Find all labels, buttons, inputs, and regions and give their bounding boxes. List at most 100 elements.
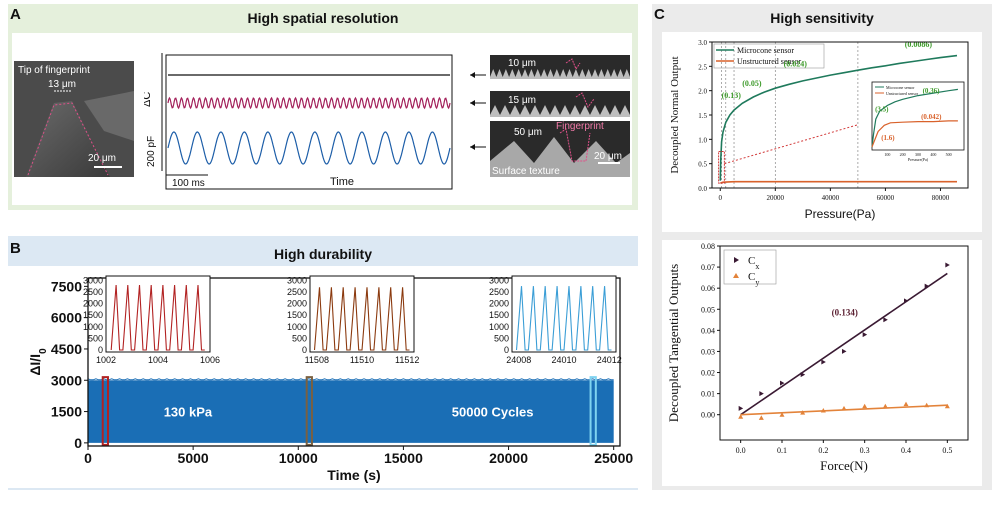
- micrograph-texture: [84, 91, 134, 141]
- tangential-output-point-cy: [882, 403, 888, 409]
- tangential-output-legend-marker: [733, 273, 739, 278]
- tangential-output-legend-box: [723, 249, 777, 285]
- tangential-output-legend-subscript: x: [755, 262, 759, 271]
- tangential-output-legend-subscript: y: [755, 278, 759, 287]
- normal-output-y-tick-label: 1.5: [698, 112, 707, 120]
- inset-texture-15um: 15 μm: [490, 91, 630, 117]
- tangential-output-point-cx: [883, 317, 888, 323]
- normal-output-inset-x-tick-label: 200: [900, 152, 906, 157]
- tangential-output-frame: [719, 245, 969, 441]
- normal-output-series-2: [720, 180, 957, 184]
- durability-x-tick-label: 0: [84, 450, 92, 466]
- normal-output-x-tick-label: 80000: [932, 194, 950, 202]
- normal-output-inset-slope-label: (0.042): [921, 113, 942, 121]
- durability-inset-y-tick-label: 2000: [83, 299, 103, 309]
- durability-x-tick-label: 25000: [594, 450, 633, 466]
- durability-inset-trace: [313, 287, 410, 351]
- normal-output-x-tick-label: 40000: [822, 194, 840, 202]
- durability-inset-y-tick-label: 2000: [489, 299, 509, 309]
- tangential-output-legend-marker: [734, 257, 739, 263]
- inset-fingerprint-label: Fingerprint: [556, 121, 604, 132]
- durability-inset-y-tick-label: 1500: [83, 310, 103, 320]
- tangential-output-legend-label: Cx: [748, 255, 759, 271]
- inset-texture-10um: 10 μm: [490, 55, 630, 79]
- normal-output-chart: Microcone sensor Unstructured sensor (0.13…: [662, 32, 982, 232]
- arrow-icon: [470, 144, 486, 150]
- durability-inset-y-tick-label: 3000: [83, 275, 103, 285]
- tangential-output-point-cy: [820, 407, 826, 413]
- tangential-output-y-tick-label: 0.02: [701, 369, 715, 378]
- tangential-output-y-tick-label: 0.04: [701, 326, 715, 335]
- durability-x-tick-label: 15000: [384, 450, 423, 466]
- normal-output-legend-label: Unstructured sensor: [737, 57, 802, 66]
- normal-output-inset-series-1: [871, 88, 958, 147]
- normal-output-legend-box: [713, 43, 825, 69]
- durability-y-tick-label: 0: [74, 435, 82, 451]
- tangential-output-point-cx: [759, 391, 764, 397]
- inset-texture-50um: 50 μm Fingerprint Surface texture 20 μm: [490, 121, 630, 177]
- panel-b-title: High durability: [274, 246, 372, 262]
- inset-10um-label: 10 μm: [508, 58, 536, 69]
- durability-signal-band: [88, 380, 614, 443]
- micrograph-tip-outline: [27, 102, 109, 176]
- tangential-output-point-cy: [944, 403, 950, 409]
- panel-a: A High spatial resolution Tip of fingerp…: [8, 4, 638, 210]
- durability-inset-y-tick-label: 500: [292, 333, 307, 343]
- normal-output-y-tick-label: 2.0: [698, 88, 707, 96]
- signal-xlabel: Time: [330, 176, 354, 188]
- signal-ylabel: ΔC: [144, 92, 153, 107]
- tangential-output-point-cx: [821, 359, 826, 365]
- tangential-output-slope-label: (0.134): [832, 308, 858, 318]
- tangential-output-x-tick-label: 0.3: [860, 446, 870, 455]
- inset-15um-label: 15 μm: [508, 95, 536, 106]
- tangential-output-point-cy: [862, 403, 868, 409]
- micrograph-scale-label: 20 μm: [88, 153, 116, 164]
- normal-output-inset-slope-label: (3.5): [875, 106, 889, 114]
- durability-inset-x-tick-label: 24008: [506, 355, 531, 365]
- tangential-output-point-cx: [738, 405, 744, 411]
- tangential-output-y-tick-label: 0.03: [701, 347, 715, 356]
- arrow-icon: [470, 100, 486, 106]
- durability-inset-x-tick-label: 1006: [200, 355, 220, 365]
- normal-output-x-tick-label: 60000: [877, 194, 895, 202]
- tangential-output-ylabel: Decoupled Tangential Outputs: [666, 264, 681, 422]
- durability-inset-y-tick-label: 2000: [287, 299, 307, 309]
- tangential-output-fit-1: [740, 272, 948, 416]
- micrograph-tip-label: Tip of fingerprint: [18, 65, 90, 76]
- normal-output-series-1: [719, 54, 958, 181]
- tangential-output-x-tick-label: 0.2: [818, 446, 828, 455]
- durability-x-tick-label: 5000: [178, 450, 209, 466]
- tangential-output-point-cx: [842, 348, 847, 354]
- durability-inset-y-tick-label: 500: [494, 333, 509, 343]
- durability-y-tick-label: 4500: [51, 341, 82, 357]
- normal-output-inset-slope-label: (0.36): [923, 87, 941, 95]
- durability-inset-x-tick-label: 24010: [551, 355, 576, 365]
- durability-inset-y-tick-label: 3000: [489, 275, 509, 285]
- durability-inset-x-tick-label: 1004: [148, 355, 168, 365]
- normal-output-y-tick-label: 0.0: [698, 185, 707, 193]
- micrograph-tip-shape: [26, 101, 110, 177]
- normal-output-ylabel: Decoupled Normal Output: [669, 56, 681, 173]
- durability-x-tick-label: 20000: [489, 450, 528, 466]
- panel-c-title: High sensitivity: [770, 10, 874, 26]
- tangential-output-point-cy: [903, 401, 909, 407]
- normal-output-inset-legend-label: Microcone sensor: [886, 85, 915, 90]
- tangential-output-point-cx: [780, 380, 785, 386]
- normal-output-x-tick-label: 0: [719, 194, 723, 202]
- panel-c-letter: C: [654, 6, 665, 23]
- durability-inset-y-tick-label: 0: [504, 345, 509, 355]
- panel-b: B High durability 0 5000 10000 15000 20000 25…: [8, 236, 638, 490]
- panel-a-letter: A: [10, 6, 21, 23]
- panel-b-letter: B: [10, 240, 21, 257]
- durability-xlabel: Time (s): [327, 467, 380, 483]
- durability-x-tick-label: 10000: [279, 450, 318, 466]
- tangential-output-point-cx: [945, 262, 950, 268]
- durability-inset-x-tick-label: 11508: [305, 355, 329, 365]
- normal-output-slope-label: (0.05): [742, 79, 762, 88]
- normal-output-y-tick-label: 3.0: [698, 39, 707, 47]
- tangential-output-x-tick-label: 0.4: [901, 446, 911, 455]
- normal-output-slope-label: (0.13): [722, 91, 742, 100]
